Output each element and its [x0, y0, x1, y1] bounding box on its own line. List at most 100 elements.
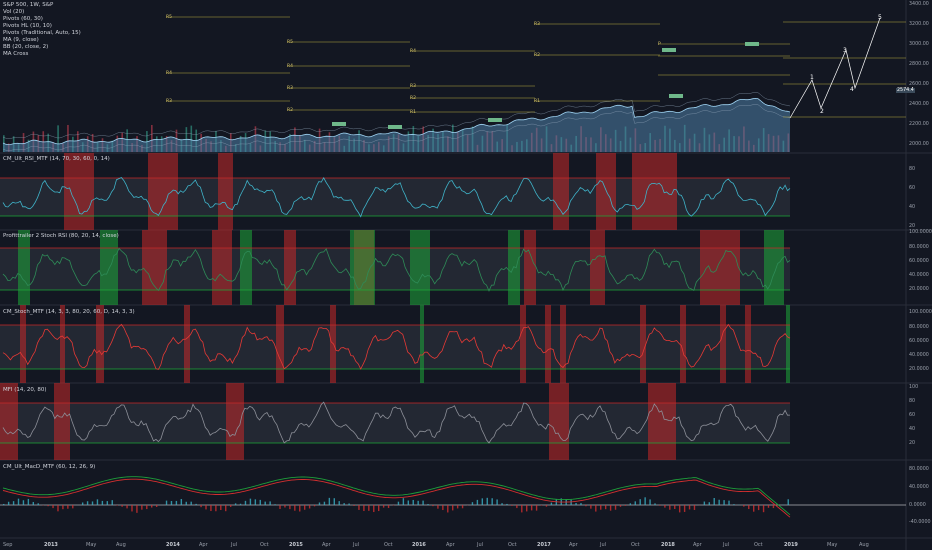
macd-histogram-bar	[269, 501, 271, 505]
macd-histogram-bar	[511, 505, 513, 506]
macd-histogram-bar	[678, 505, 681, 513]
macd-histogram-bar	[289, 505, 291, 510]
time-tick: Jul	[353, 542, 360, 548]
macd-histogram-bar	[456, 505, 459, 509]
macd-histogram-bar	[664, 505, 666, 508]
macd-histogram-bar	[629, 503, 632, 505]
time-tick: Jul	[231, 542, 238, 548]
overbought-zone	[590, 230, 605, 305]
rsi-pane-label[interactable]: CM_Ult_RSI_MTF (14, 70, 30, 60, 0, 14)	[3, 156, 110, 162]
macd-pane-label[interactable]: CM_Ult_MacD_MTF (60, 12, 26, 9)	[3, 464, 96, 470]
macd-histogram-bar	[96, 499, 99, 505]
macd-histogram-bar	[644, 497, 646, 505]
macd-line	[2, 476, 791, 516]
symbol-title[interactable]: S&P 500, 1W, S&P	[3, 2, 54, 8]
macd-histogram-bar	[146, 505, 148, 510]
legend-bb[interactable]: BB (20, close, 2)	[3, 44, 49, 50]
oversold-zone	[786, 305, 790, 383]
legend-pivots[interactable]: Pivots (60, 30)	[3, 16, 43, 22]
time-tick-year: 2015	[289, 542, 303, 548]
macd-histogram-bar	[37, 503, 39, 505]
pivot-label: R1	[534, 99, 540, 104]
macd-histogram-bar	[787, 499, 789, 505]
macd-histogram-bar	[131, 505, 133, 512]
legend-ma[interactable]: MA (9, close)	[3, 37, 39, 43]
bb-lower	[2, 104, 791, 151]
macd-histogram-bar	[52, 505, 54, 509]
stoch-pane[interactable]	[0, 305, 791, 383]
macd-histogram-bar	[723, 500, 725, 505]
macd-histogram-bar	[17, 498, 20, 505]
last-price-tag: 2574.4	[896, 88, 915, 93]
mfi-pane-label[interactable]: MFI (14, 20, 80)	[3, 387, 47, 393]
time-tick: Oct	[260, 542, 269, 548]
macd-histogram-bar	[106, 501, 109, 505]
macd-histogram-bar	[279, 505, 281, 510]
macd-histogram-bar	[639, 499, 641, 505]
wave-label-3: 3	[843, 47, 847, 54]
legend-pivots-hl[interactable]: Pivots HL (10, 10)	[3, 23, 52, 29]
macd-histogram-bar	[368, 505, 370, 511]
macd-histogram-bar	[91, 501, 94, 505]
macd-histogram-bar	[387, 505, 390, 509]
oversold-zone	[240, 230, 252, 305]
macd-histogram-bar	[452, 505, 454, 511]
mfi-pane[interactable]	[0, 383, 791, 460]
legend-vol[interactable]: Vol (20)	[3, 9, 25, 15]
macd-histogram-bar	[772, 505, 775, 509]
macd-histogram-bar	[205, 505, 207, 510]
oversold-zone	[420, 305, 424, 383]
price-tick: 2400.00	[909, 102, 929, 107]
stoch-pane-label[interactable]: CM_Stoch_MTF (14, 3, 3, 80, 20, 60, D, 1…	[3, 309, 135, 315]
macd-histogram-bar	[299, 505, 301, 512]
volume-bar	[57, 125, 59, 152]
stoch-rsi-pane[interactable]	[0, 230, 791, 305]
pivot-label: R2	[534, 53, 540, 58]
time-tick: Jul	[477, 542, 484, 548]
legend-ma-cross[interactable]: MA Cross	[3, 51, 29, 57]
mfi-tick: 100	[909, 385, 919, 390]
pivot-hl-box	[669, 94, 683, 98]
pivot-label: R3	[410, 84, 416, 89]
macd-histogram-bar	[461, 505, 464, 509]
pivot-label: R2	[287, 108, 293, 113]
macd-histogram-bar	[402, 498, 405, 505]
macd-histogram-bar	[249, 498, 252, 505]
macd-histogram-bar	[614, 505, 617, 510]
macd-histogram-bar	[748, 505, 750, 510]
macd-histogram-bar	[545, 505, 548, 507]
overbought-zone	[64, 153, 94, 230]
macd-histogram-bar	[540, 505, 543, 506]
rsi-pane[interactable]	[0, 153, 791, 230]
wave-label-1: 1	[810, 74, 814, 81]
stoch-tick: 40.0000	[909, 353, 929, 358]
overbought-zone	[560, 305, 566, 383]
macd-histogram-bar	[550, 502, 553, 505]
price-pane[interactable]	[2, 16, 906, 152]
oversold-zone	[18, 230, 30, 305]
macd-histogram-bar	[659, 505, 661, 506]
oversold-zone	[410, 230, 430, 305]
stochrsi-pane-label[interactable]: Profittrailer 2 Stoch RSI (80, 20, 14, c…	[3, 233, 119, 239]
macd-histogram-bar	[254, 499, 257, 505]
macd-pane[interactable]	[0, 476, 906, 518]
macd-histogram-bar	[397, 501, 400, 505]
overbought-zone	[218, 153, 233, 230]
macd-histogram-bar	[442, 505, 444, 511]
legend-pivots-traditional[interactable]: Pivots (Traditional, Auto, 15)	[3, 30, 81, 36]
macd-histogram-bar	[501, 503, 503, 505]
overbought-zone	[96, 305, 104, 383]
price-tick: 3000.00	[909, 42, 929, 47]
macd-histogram-bar	[27, 498, 30, 505]
macd-histogram-bar	[432, 505, 434, 507]
pivot-hl-box	[488, 118, 502, 122]
time-tick: Oct	[508, 542, 517, 548]
stoch-tick: 20.0000	[909, 367, 929, 372]
time-tick: Sep	[3, 542, 13, 548]
overbought-zone	[54, 383, 70, 460]
price-line	[2, 97, 791, 146]
macd-histogram-bar	[762, 505, 765, 513]
macd-histogram-bar	[318, 502, 321, 505]
pivot-hl-box	[332, 122, 346, 126]
